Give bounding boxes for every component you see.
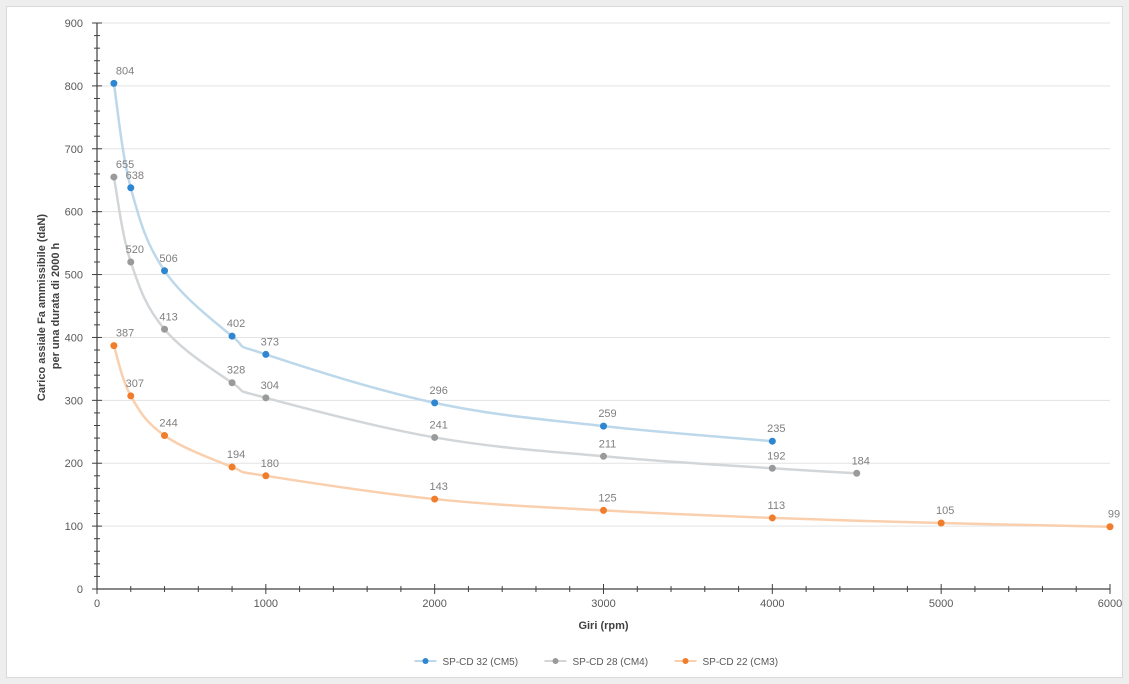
y-tick-label-800: 800 <box>65 81 83 93</box>
data-label-s2-7: 113 <box>768 500 786 512</box>
data-point-s2-0 <box>110 342 118 350</box>
grid-layer <box>97 22 1110 527</box>
data-label-s2-6: 125 <box>598 492 616 504</box>
axes-layer <box>92 22 1111 594</box>
legend: SP-CD 32 (CM5) SP-CD 28 (CM4) SP-CD 22 (CM… <box>414 657 779 668</box>
data-point-s1-3 <box>228 379 236 387</box>
data-label-s1-5: 241 <box>429 419 447 431</box>
data-label-s2-5: 143 <box>429 481 447 493</box>
data-point-s0-6 <box>600 422 607 430</box>
data-label-s0-1: 638 <box>126 170 144 182</box>
data-point-s2-8 <box>937 519 945 527</box>
x-tick-label-3000: 3000 <box>591 598 615 610</box>
chart-frame: 0 100 200 300 400 500 600 700 800 900 0 1000 2000 300… <box>6 6 1123 678</box>
legend-label-2: SP-CD 22 (CM3) <box>703 657 779 668</box>
x-tick-label-4000: 4000 <box>760 598 784 610</box>
data-point-s1-4 <box>262 394 270 402</box>
data-point-s2-6 <box>600 506 607 514</box>
data-point-s0-5 <box>431 399 439 407</box>
data-point-s1-1 <box>127 258 135 266</box>
data-label-s0-2: 506 <box>159 253 177 265</box>
data-label-s2-0: 387 <box>116 328 134 340</box>
legend-marker-0 <box>422 658 429 664</box>
y-axis-title-line-1: Carico assiale Fa ammissibile (daN) <box>36 214 48 401</box>
data-point-s2-9 <box>1106 523 1114 531</box>
chart-svg: 0 100 200 300 400 500 600 700 800 900 0 1000 2000 300… <box>36 18 1123 668</box>
x-tick-label-1000: 1000 <box>254 598 278 610</box>
y-tick-label-300: 300 <box>65 395 83 407</box>
data-point-s1-5 <box>431 433 439 441</box>
y-tick-label-100: 100 <box>65 521 83 533</box>
data-label-s0-0: 804 <box>116 65 134 77</box>
data-point-s2-3 <box>228 463 236 471</box>
data-label-s2-1: 307 <box>126 378 144 390</box>
legend-label-0: SP-CD 32 (CM5) <box>443 657 519 668</box>
y-tick-label-0: 0 <box>77 584 83 596</box>
y-tick-label-200: 200 <box>65 458 83 470</box>
data-point-s2-7 <box>768 514 776 522</box>
data-label-s0-7: 235 <box>767 423 785 435</box>
data-point-s0-2 <box>161 267 169 275</box>
data-label-s0-5: 296 <box>429 385 447 397</box>
x-axis-title: Giri (rpm) <box>578 620 628 632</box>
data-label-s2-2: 244 <box>159 418 177 430</box>
legend-marker-2 <box>682 658 689 664</box>
y-axis-title-line-2: per una durata di 2000 h <box>50 242 62 369</box>
y-tick-label-600: 600 <box>65 207 83 219</box>
data-label-s2-4: 180 <box>261 458 279 470</box>
data-label-s1-8: 184 <box>852 455 870 467</box>
data-point-s0-3 <box>228 332 236 340</box>
data-label-s0-6: 259 <box>598 408 616 420</box>
data-label-s2-3: 194 <box>227 449 245 461</box>
data-label-s2-8: 105 <box>936 505 954 517</box>
y-axis-title: Carico assiale Fa ammissibile (daN) per … <box>36 211 62 401</box>
data-label-s1-7: 192 <box>767 450 785 462</box>
data-point-s2-1 <box>127 392 135 400</box>
data-point-s0-7 <box>768 437 776 445</box>
data-label-s1-0: 655 <box>116 159 134 171</box>
data-point-s0-1 <box>127 184 135 192</box>
series-layer <box>110 79 1114 531</box>
labels-layer: 0 100 200 300 400 500 600 700 800 900 0 1000 2000 300… <box>65 18 1123 610</box>
data-point-s1-6 <box>600 452 607 460</box>
data-label-s0-3: 402 <box>227 318 245 330</box>
y-tick-label-400: 400 <box>65 332 83 344</box>
y-tick-label-700: 700 <box>65 144 83 156</box>
data-point-s2-5 <box>431 495 439 503</box>
x-tick-label-2000: 2000 <box>422 598 446 610</box>
y-tick-label-500: 500 <box>65 270 83 282</box>
data-label-s1-3: 328 <box>227 365 245 377</box>
x-tick-label-0: 0 <box>94 598 100 610</box>
data-label-s2-9: 99 <box>1108 509 1120 521</box>
legend-marker-1 <box>552 658 559 664</box>
data-point-s1-7 <box>768 464 776 472</box>
y-tick-label-900: 900 <box>65 18 83 30</box>
data-point-s0-4 <box>262 350 270 358</box>
data-point-s2-2 <box>161 432 169 440</box>
data-point-s1-8 <box>853 469 861 477</box>
data-point-s1-2 <box>161 325 169 333</box>
legend-label-1: SP-CD 28 (CM4) <box>573 657 649 668</box>
x-tick-label-6000: 6000 <box>1098 598 1122 610</box>
data-label-s1-6: 211 <box>599 438 617 450</box>
data-point-s2-4 <box>262 472 270 480</box>
data-label-s1-2: 413 <box>159 311 177 323</box>
data-label-s0-4: 373 <box>261 336 279 348</box>
series-line-1 <box>112 176 857 475</box>
data-label-s1-1: 520 <box>126 244 144 256</box>
data-point-s1-0 <box>110 173 118 181</box>
x-tick-label-5000: 5000 <box>929 598 953 610</box>
data-label-s1-4: 304 <box>261 380 279 392</box>
data-point-s0-0 <box>110 79 118 87</box>
